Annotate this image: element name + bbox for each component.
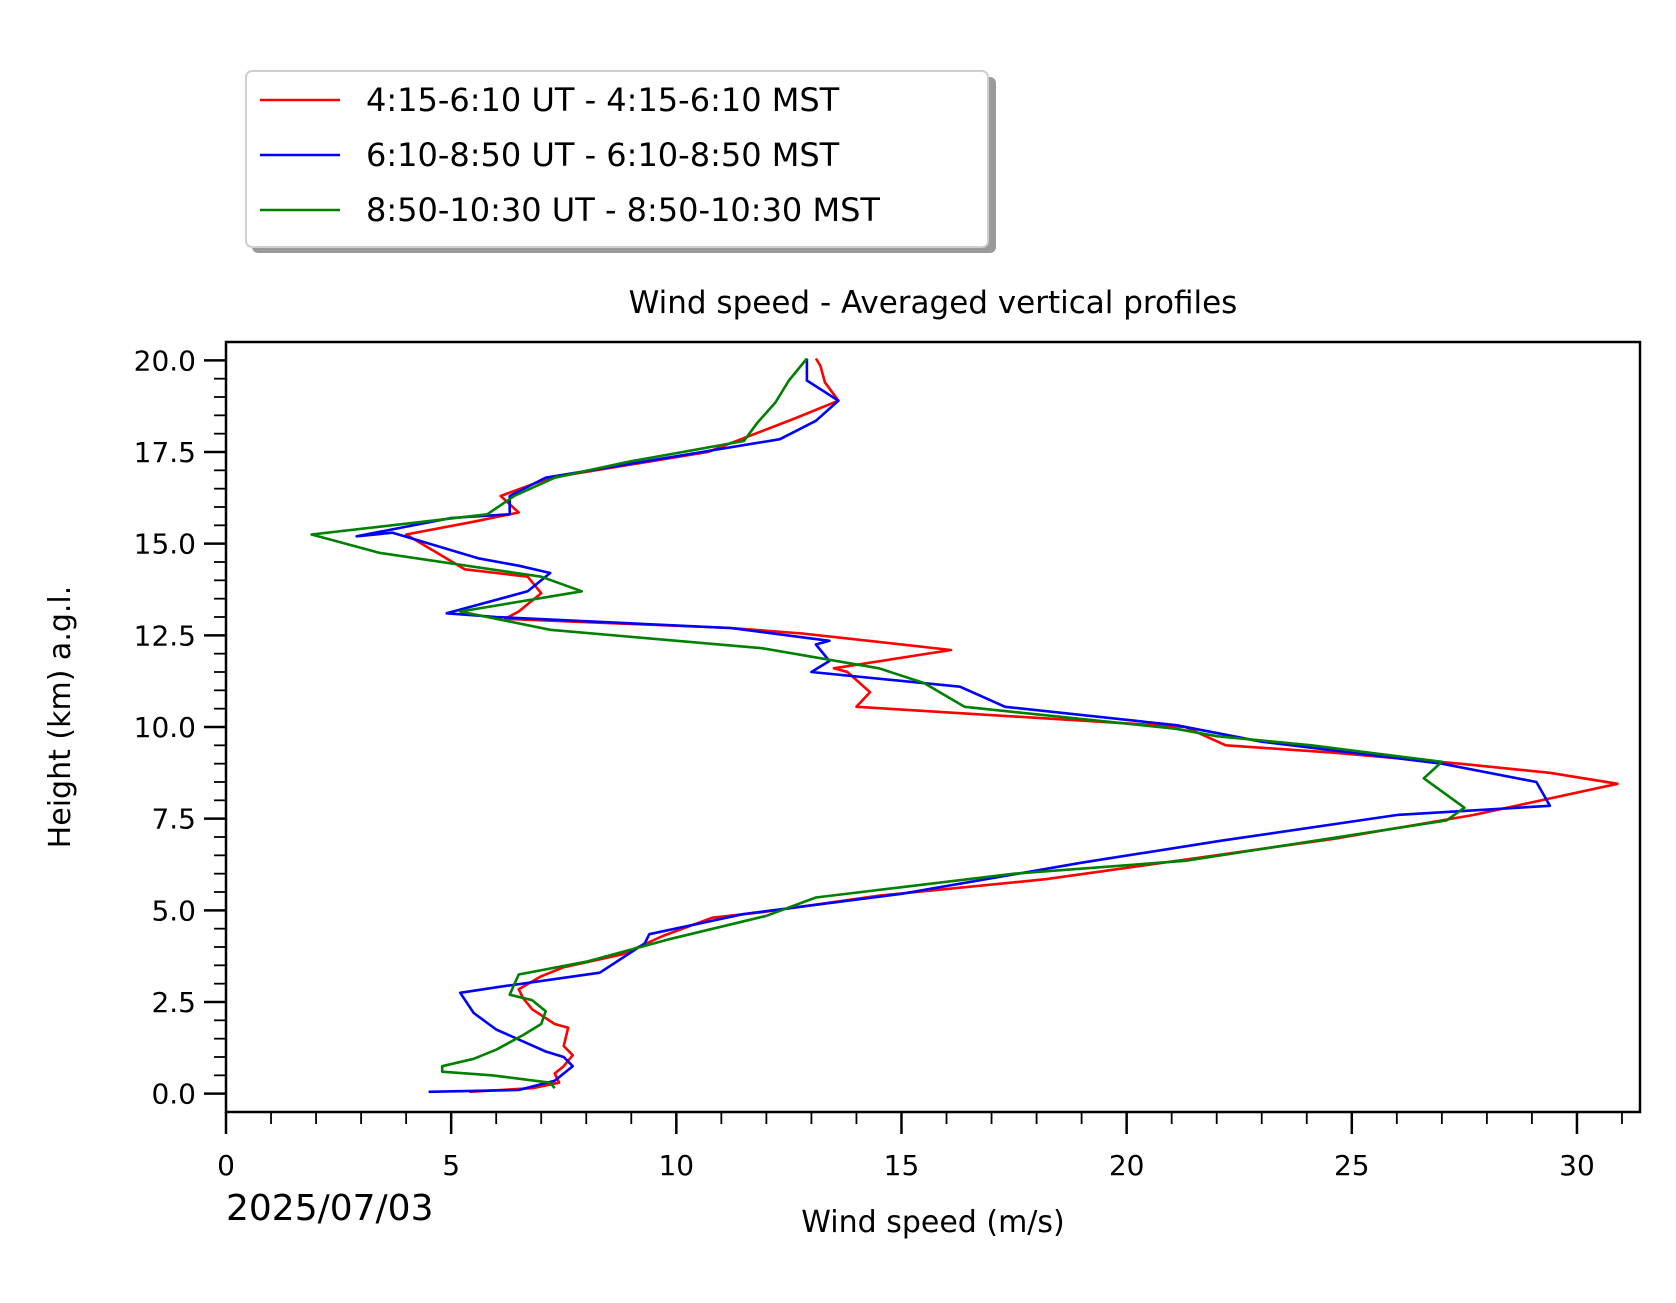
y-tick-label: 20.0 [134, 344, 196, 377]
legend-box [245, 70, 989, 248]
y-tick-label: 0.0 [151, 1078, 196, 1111]
series-line-2 [355, 358, 1552, 1094]
x-tick-label: 25 [1334, 1149, 1370, 1182]
plot-series [310, 357, 1619, 1094]
x-tick-label: 0 [217, 1149, 235, 1182]
series-line-1 [404, 357, 1619, 1094]
series-line-3 [310, 357, 1466, 1090]
y-tick-label: 2.5 [151, 986, 196, 1019]
chart-title: Wind speed - Averaged vertical profiles [629, 285, 1238, 321]
x-tick-label: 10 [658, 1149, 694, 1182]
legend-label-1: 4:15-6:10 UT - 4:15-6:10 MST [366, 81, 840, 119]
x-tick-label: 5 [442, 1149, 460, 1182]
y-tick-label: 7.5 [151, 803, 196, 836]
plot-frame [224, 340, 1642, 1114]
axis-ticks: 0 5 10 15 20 25 30 0.0 2.5 5.0 7.5 10.0 12.5 15.0 17.5… [134, 344, 1623, 1182]
legend: 4:15-6:10 UT - 4:15-6:10 MST 6:10-8:50 UT… [245, 70, 996, 253]
y-tick-label: 17.5 [134, 436, 196, 469]
x-tick-label: 30 [1559, 1149, 1595, 1182]
x-axis-label: Wind speed (m/s) [801, 1205, 1064, 1240]
y-axis-label: Height (km) a.g.l. [43, 586, 78, 849]
y-tick-label: 10.0 [134, 711, 196, 744]
x-tick-label: 15 [884, 1149, 920, 1182]
y-tick-label: 12.5 [134, 619, 196, 652]
legend-label-2: 6:10-8:50 UT - 6:10-8:50 MST [366, 136, 840, 174]
date-label: 2025/07/03 [226, 1188, 434, 1229]
y-tick-label: 5.0 [151, 894, 196, 927]
y-tick-label: 15.0 [134, 528, 196, 561]
x-tick-label: 20 [1109, 1149, 1145, 1182]
legend-label-3: 8:50-10:30 UT - 8:50-10:30 MST [366, 191, 880, 229]
